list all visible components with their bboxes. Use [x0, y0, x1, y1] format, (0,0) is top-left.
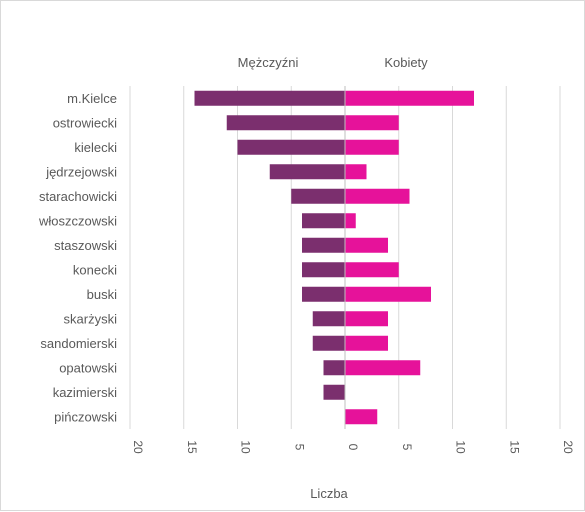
- bar-kobiety: [345, 360, 421, 376]
- bar-mezczyzni: [302, 237, 345, 253]
- bar-kobiety: [345, 115, 399, 131]
- bar-mezczyzni: [312, 335, 345, 351]
- category-label: buski: [87, 287, 117, 302]
- category-label: jędrzejowski: [45, 164, 117, 179]
- bar-kobiety: [345, 335, 388, 351]
- x-tick-label: 0: [346, 444, 360, 451]
- bar-kobiety: [345, 164, 367, 180]
- category-label: kielecki: [74, 140, 117, 155]
- bar-mezczyzni: [194, 90, 345, 106]
- bar-kobiety: [345, 286, 431, 302]
- bar-kobiety: [345, 213, 356, 229]
- bar-mezczyzni: [269, 164, 345, 180]
- category-label: m.Kielce: [67, 91, 117, 106]
- bar-mezczyzni: [323, 360, 345, 376]
- bar-mezczyzni: [237, 139, 345, 155]
- bar-mezczyzni: [302, 262, 345, 278]
- x-tick-label: 5: [400, 444, 414, 451]
- x-tick-label: 20: [131, 440, 145, 454]
- bar-kobiety: [345, 90, 474, 106]
- bar-kobiety: [345, 237, 388, 253]
- category-label: opatowski: [59, 360, 117, 375]
- bar-kobiety: [345, 262, 399, 278]
- category-label: ostrowiecki: [53, 115, 117, 130]
- x-tick-label: 10: [239, 440, 253, 454]
- series-label-kobiety: Kobiety: [384, 55, 428, 70]
- x-tick-label: 5: [292, 444, 306, 451]
- bar-mezczyzni: [302, 213, 345, 229]
- category-label: włoszczowski: [38, 213, 117, 228]
- bar-mezczyzni: [226, 115, 345, 131]
- category-label: konecki: [73, 262, 117, 277]
- x-tick-label: 15: [185, 440, 199, 454]
- bar-mezczyzni: [312, 311, 345, 327]
- bar-kobiety: [345, 139, 399, 155]
- bar-kobiety: [345, 311, 388, 327]
- label-layer: 20 15 10 5 0 5 10 15 20 m.Kielce ostrowiecki kielec…: [38, 86, 575, 454]
- x-tick-label: 10: [454, 440, 468, 454]
- bar-layer: [194, 90, 474, 425]
- category-label: staszowski: [54, 238, 117, 253]
- bar-mezczyzni: [323, 384, 345, 400]
- x-tick-label: 15: [507, 440, 521, 454]
- category-label: kazimierski: [53, 385, 117, 400]
- bar-mezczyzni: [302, 286, 345, 302]
- category-label: starachowicki: [39, 189, 117, 204]
- bar-kobiety: [345, 409, 378, 425]
- bar-mezczyzni: [291, 188, 345, 204]
- bar-kobiety: [345, 188, 410, 204]
- category-label: pińczowski: [54, 409, 117, 424]
- category-label: skarżyski: [64, 311, 118, 326]
- category-label: sandomierski: [40, 336, 117, 351]
- x-tick-label: 20: [561, 440, 575, 454]
- x-axis-title: Liczba: [310, 486, 348, 501]
- series-label-mezczyzni: Mężczyźni: [238, 55, 299, 70]
